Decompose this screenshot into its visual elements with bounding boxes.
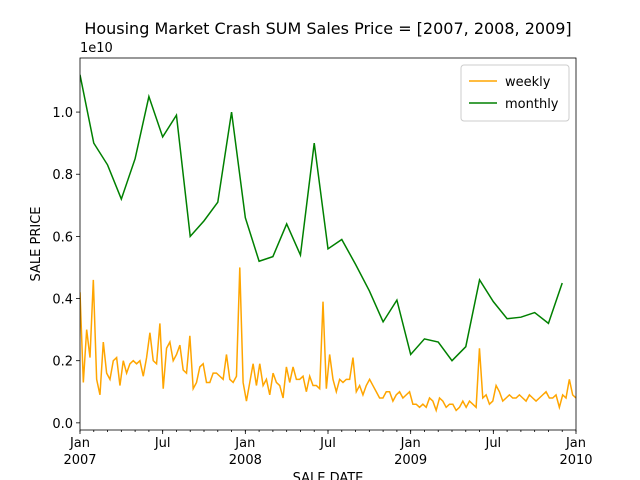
y-offset-label: 1e10 bbox=[80, 41, 113, 56]
series-line bbox=[80, 74, 563, 362]
legend-label: weekly bbox=[505, 75, 551, 90]
chart-title: Housing Market Crash SUM Sales Price = [… bbox=[84, 19, 571, 38]
y-tick-label: 0.4 bbox=[52, 293, 73, 308]
x-tick-label: Jan bbox=[565, 436, 586, 451]
plot-frame bbox=[79, 57, 577, 431]
y-tick-label: 0.6 bbox=[52, 230, 73, 245]
x-tick-year: 2009 bbox=[394, 453, 427, 468]
x-tick-label: Jan bbox=[234, 436, 255, 451]
x-axis-label: SALE DATE bbox=[293, 471, 364, 480]
x-tick-label: Jan bbox=[400, 436, 421, 451]
y-tick-label: 0.2 bbox=[52, 355, 73, 370]
series-line bbox=[80, 267, 576, 413]
y-tick-label: 0.8 bbox=[52, 168, 73, 183]
x-tick-label: Jul bbox=[319, 436, 336, 451]
x-tick-label: Jan bbox=[69, 436, 90, 451]
x-tick-year: 2008 bbox=[229, 453, 262, 468]
y-tick-label: 1.0 bbox=[52, 106, 73, 121]
x-tick-year: 2007 bbox=[63, 453, 96, 468]
x-tick-year: 2010 bbox=[559, 453, 592, 468]
y-axis-label: SALE PRICE bbox=[29, 207, 44, 282]
y-tick-label: 0.0 bbox=[52, 417, 73, 432]
x-tick-label: Jul bbox=[154, 436, 171, 451]
legend-label: monthly bbox=[505, 97, 559, 112]
legend-box bbox=[460, 64, 570, 122]
x-tick-label: Jul bbox=[484, 436, 501, 451]
